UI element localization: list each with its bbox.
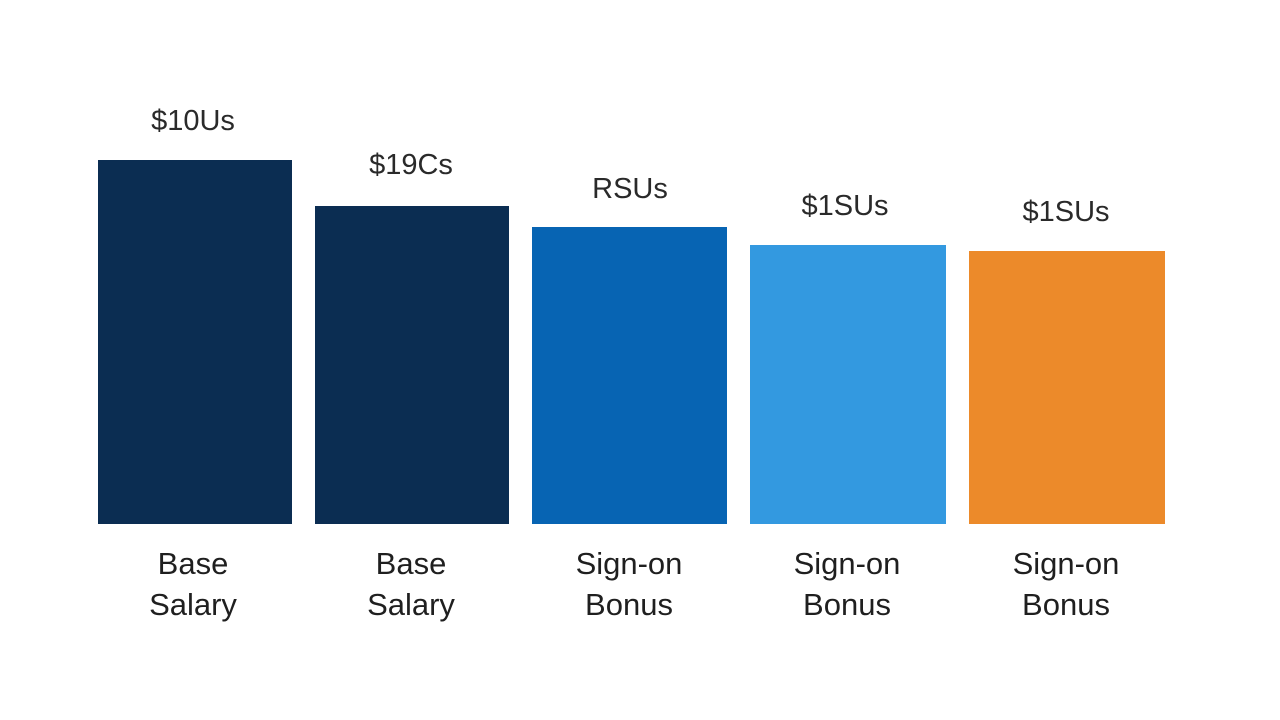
category-label-2-line-1: Base [375,546,447,581]
category-label-3-line-2: Bonus [585,587,673,622]
category-label-5-line-1: Sign-on [1012,546,1120,581]
bar-2 [315,206,509,524]
category-label-1: Base Salary [73,543,313,625]
bar-4 [750,245,946,524]
category-label-3-line-1: Sign-on [575,546,683,581]
category-label-4-line-2: Bonus [803,587,891,622]
category-label-4-line-1: Sign-on [793,546,901,581]
bar-5 [969,251,1165,524]
category-label-5-line-2: Bonus [1022,587,1110,622]
value-label-1: $10Us [151,105,235,137]
category-label-5: Sign-on Bonus [946,543,1186,625]
category-label-3: Sign-on Bonus [509,543,749,625]
value-label-3: RSUs [592,173,668,205]
category-label-1-line-2: Salary [149,587,237,622]
bar-1 [98,160,292,524]
category-label-1-line-1: Base [157,546,229,581]
value-label-5: $1SUs [1022,196,1110,228]
value-label-2: $19Cs [369,149,453,181]
category-label-4: Sign-on Bonus [727,543,967,625]
category-label-2: Base Salary [291,543,531,625]
bar-3 [532,227,727,524]
category-label-2-line-2: Salary [367,587,455,622]
value-label-4: $1SUs [801,190,889,222]
